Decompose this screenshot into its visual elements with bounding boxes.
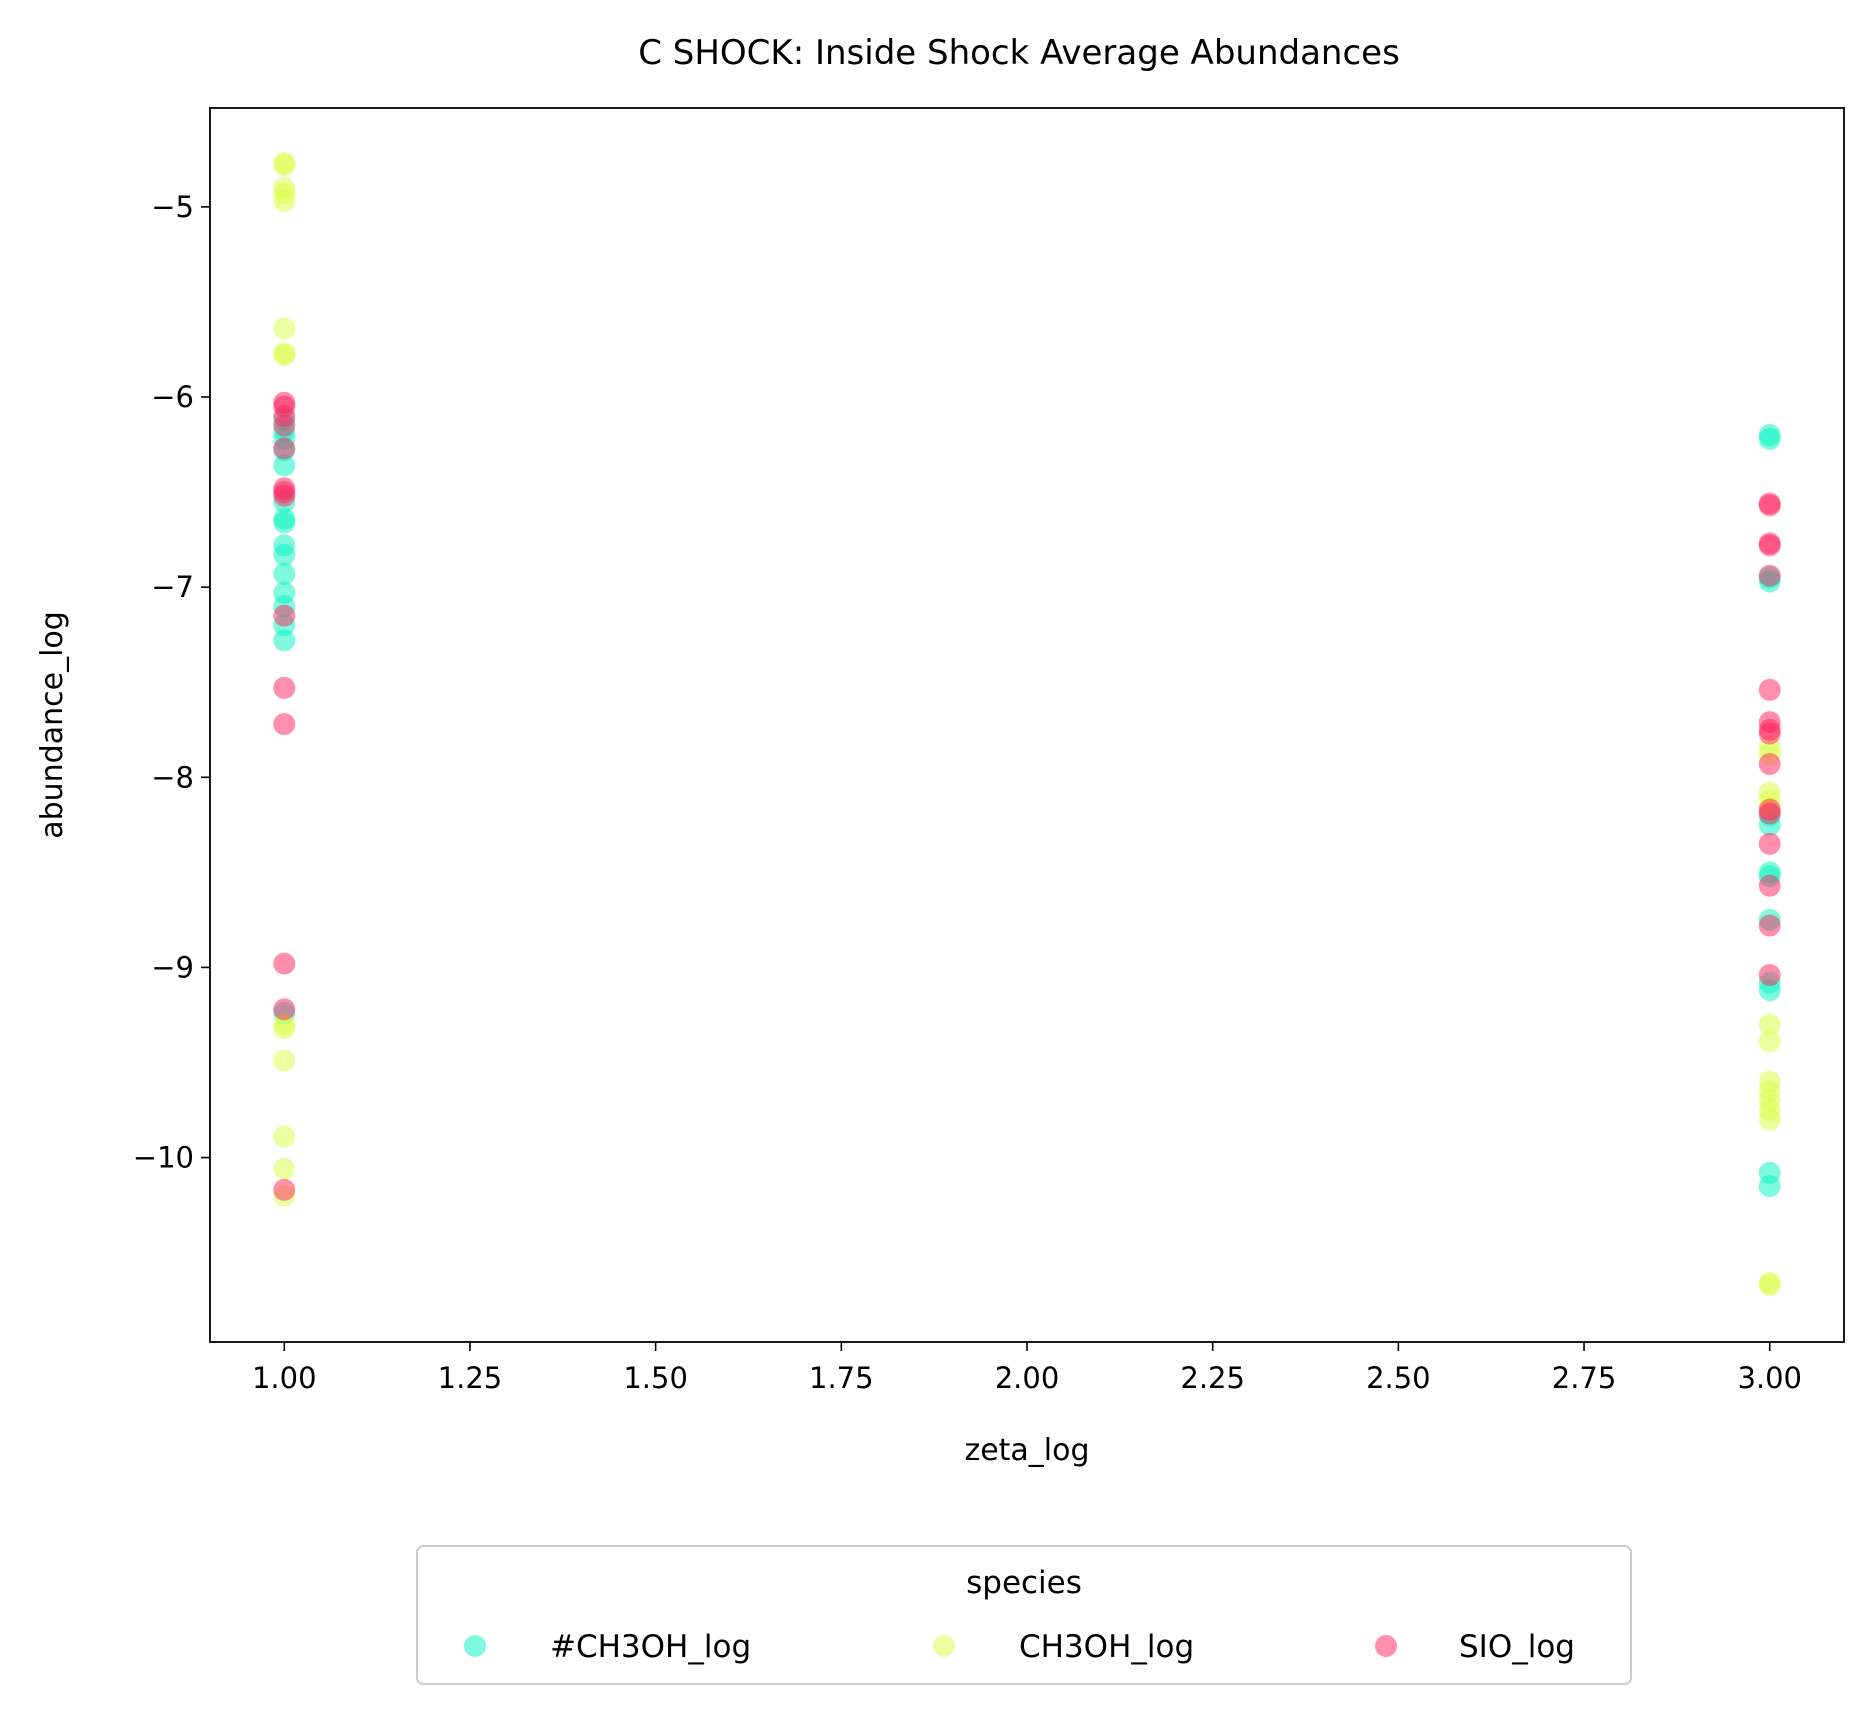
- data-point: [1758, 494, 1781, 517]
- data-point: [273, 562, 296, 585]
- data-point: [273, 344, 296, 367]
- data-point: [273, 154, 296, 177]
- data-point: [273, 543, 296, 566]
- legend: species #CH3OH_log CH3OH_log SIO_log: [416, 1545, 1632, 1685]
- data-point: [273, 676, 296, 699]
- legend-frame: [416, 1545, 1632, 1685]
- data-point: [273, 952, 296, 975]
- data-point: [1758, 1013, 1781, 1036]
- legend-label: #CH3OH_log: [550, 1629, 751, 1665]
- series-CH3OH_log: [273, 152, 1781, 1296]
- data-point: [273, 437, 296, 460]
- x-axis-ticks: 1.00 1.25 1.50 1.75 2.00 2.25 2.50 2.75 3.00: [252, 1342, 1802, 1395]
- data-point: [1758, 752, 1781, 775]
- data-point: [273, 604, 296, 627]
- data-point: [273, 454, 296, 477]
- data-point: [1758, 1175, 1781, 1198]
- legend-label: SIO_log: [1459, 1629, 1575, 1665]
- y-tick-label: −9: [151, 950, 194, 984]
- data-point: [273, 629, 296, 652]
- legend-marker: [464, 1635, 486, 1657]
- x-tick-label: 2.00: [995, 1361, 1060, 1395]
- data-point: [273, 317, 296, 340]
- y-tick-label: −8: [151, 760, 194, 794]
- x-tick-label: 1.75: [809, 1361, 874, 1395]
- data-point: [273, 1157, 296, 1180]
- x-tick-label: 1.00: [252, 1361, 317, 1395]
- data-point: [1758, 802, 1781, 825]
- data-point: [273, 190, 296, 213]
- y-tick-label: −6: [151, 380, 194, 414]
- y-tick-label: −10: [133, 1141, 194, 1175]
- data-point: [1758, 1108, 1781, 1131]
- x-tick-label: 1.25: [438, 1361, 503, 1395]
- x-tick-label: 1.50: [623, 1361, 688, 1395]
- y-tick-label: −5: [151, 190, 194, 224]
- data-point: [1758, 914, 1781, 937]
- plot-area: [210, 108, 1844, 1342]
- x-tick-label: 2.25: [1180, 1361, 1245, 1395]
- data-point: [1758, 722, 1781, 745]
- data-point: [1758, 534, 1781, 557]
- y-axis-label: abundance_log: [35, 611, 70, 839]
- data-points: [273, 152, 1781, 1296]
- data-point: [273, 1049, 296, 1072]
- data-point: [1758, 564, 1781, 587]
- series-SIO_log: [273, 391, 1781, 1201]
- data-point: [1758, 979, 1781, 1002]
- data-point: [273, 713, 296, 736]
- data-point: [1758, 427, 1781, 450]
- data-point: [1758, 678, 1781, 701]
- y-tick-label: −7: [151, 570, 194, 604]
- x-tick-label: 2.50: [1366, 1361, 1431, 1395]
- data-point: [273, 414, 296, 437]
- chart-title: C SHOCK: Inside Shock Average Abundances: [638, 33, 1400, 73]
- data-point: [273, 998, 296, 1021]
- data-point: [1758, 832, 1781, 855]
- x-axis-label: zeta_log: [964, 1433, 1089, 1468]
- legend-title: species: [966, 1565, 1082, 1601]
- data-point: [1758, 874, 1781, 897]
- legend-label: CH3OH_log: [1019, 1629, 1194, 1665]
- plot-background: [210, 108, 1844, 1342]
- data-point: [1758, 1273, 1781, 1296]
- y-axis-ticks: −5 −6 −7 −8 −9 −10: [133, 190, 210, 1175]
- data-point: [273, 511, 296, 534]
- data-point: [273, 1178, 296, 1201]
- data-point: [1758, 1030, 1781, 1053]
- data-point: [273, 1125, 296, 1148]
- x-tick-label: 2.75: [1552, 1361, 1617, 1395]
- legend-marker: [1375, 1635, 1397, 1657]
- x-tick-label: 3.00: [1737, 1361, 1802, 1395]
- data-point: [273, 1017, 296, 1040]
- data-point: [1758, 964, 1781, 987]
- legend-marker: [933, 1635, 955, 1657]
- legend-entries: #CH3OH_log CH3OH_log SIO_log: [464, 1629, 1575, 1665]
- data-point: [273, 484, 296, 507]
